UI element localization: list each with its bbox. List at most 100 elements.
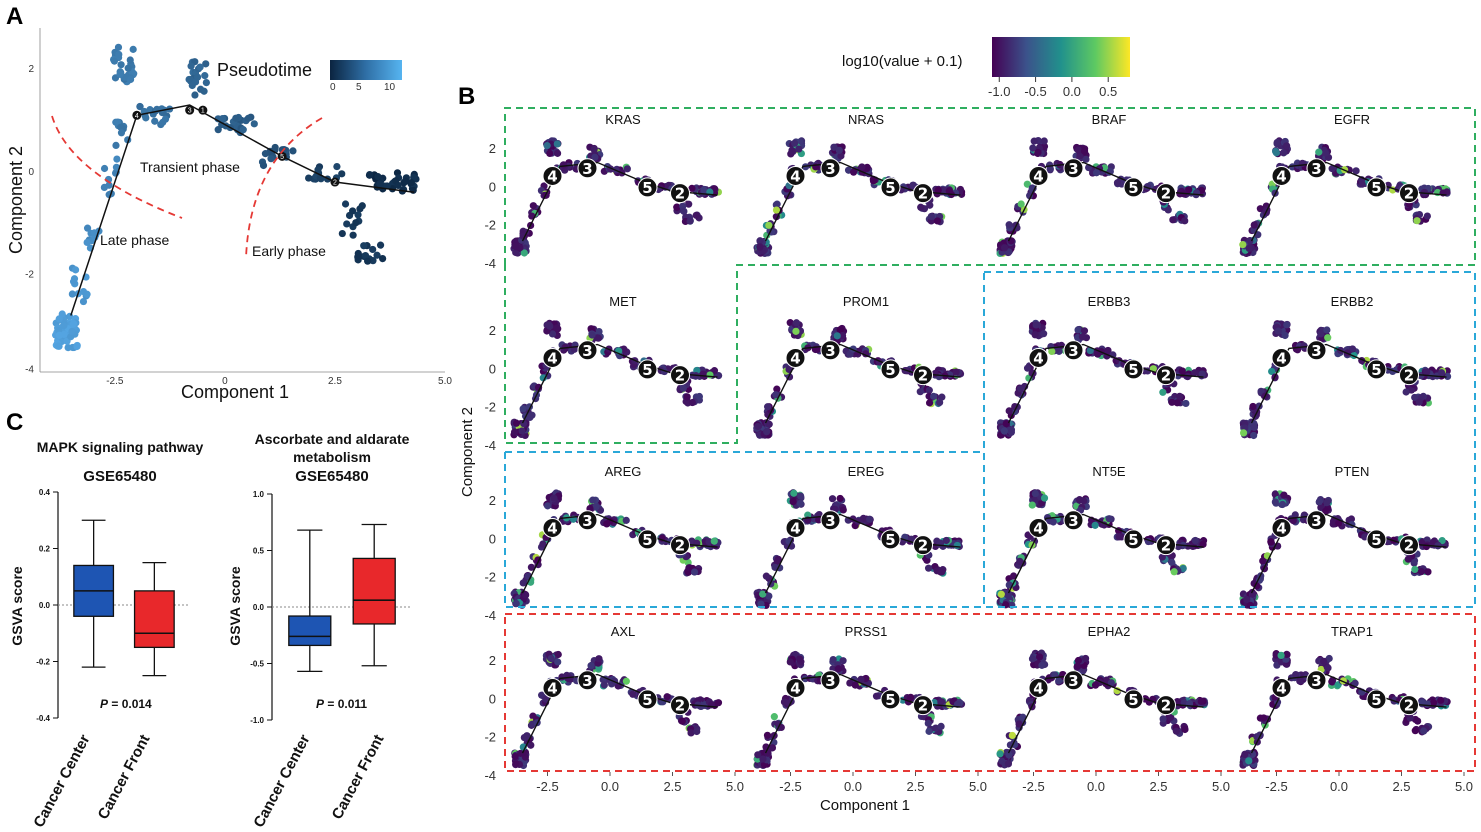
trajectory-node: [1306, 340, 1327, 361]
expression-point: [1283, 142, 1291, 150]
trajectory-point: [129, 45, 137, 53]
trajectory-node: [277, 151, 287, 161]
trajectory-point: [369, 245, 377, 254]
panel-b-xtick: -2.5: [536, 779, 558, 794]
trajectory-node: [880, 529, 901, 550]
expression-point: [1023, 180, 1031, 188]
gene-panel-nras: NRAS 4 3 5 2: [753, 112, 966, 257]
green-group-box: [504, 107, 1476, 444]
expression-point: [1034, 148, 1042, 157]
trajectory-node-label: 2: [675, 537, 685, 555]
expression-point: [937, 722, 945, 731]
expression-point: [1004, 591, 1012, 600]
mapk-pvalue: P = 0.014: [100, 697, 152, 711]
mapk-boxplot: 0.4 0.2 0.0 -0.2 -0.4: [36, 488, 190, 723]
expression-point: [849, 168, 858, 176]
gene-title: EGFR: [1334, 112, 1370, 127]
trajectory-node-label: 5: [1128, 531, 1138, 549]
panel-a-ytick: 0: [28, 167, 34, 178]
expression-point: [705, 537, 713, 546]
expression-point: [1283, 321, 1291, 329]
expression-point: [934, 186, 942, 194]
expression-point: [1035, 653, 1044, 661]
trajectory-node-label: 4: [547, 679, 557, 697]
expression-point: [1279, 149, 1288, 157]
expression-point: [1092, 169, 1101, 177]
colorbar-tick-label: 0.0: [1063, 84, 1081, 99]
trajectory-point: [113, 155, 121, 163]
trajectory-point: [117, 61, 125, 69]
trajectory-point: [112, 163, 121, 171]
trajectory-node: [637, 529, 658, 550]
trajectory-node-label: 2: [1161, 697, 1171, 715]
trajectory-node: [1063, 670, 1084, 691]
expression-point: [519, 405, 527, 413]
expression-point: [542, 695, 550, 703]
trajectory-node: [1306, 158, 1327, 179]
expression-point: [857, 675, 865, 683]
expression-colorbar-title: log10(value + 0.1): [842, 53, 963, 70]
panel-b-xtick: 0.0: [1330, 779, 1348, 794]
panel-b-xtick: 5.0: [726, 779, 744, 794]
expression-point: [1184, 372, 1192, 381]
expression-point: [788, 147, 796, 155]
expression-point: [792, 319, 801, 327]
trajectory-node-label: 5: [1371, 361, 1381, 379]
expression-point: [527, 563, 535, 571]
expression-point: [1239, 241, 1247, 249]
expression-point: [1181, 217, 1189, 225]
trajectory-node: [670, 695, 690, 716]
trajectory-node: [1063, 510, 1084, 531]
trajectory-point: [191, 91, 199, 99]
expression-point: [559, 161, 568, 169]
panel-b-ytick: 0: [489, 531, 496, 546]
panel-b-ytick: -4: [484, 438, 496, 453]
expression-point: [588, 331, 596, 339]
gene-title: PRSS1: [845, 624, 888, 639]
expression-point: [1015, 720, 1023, 728]
trajectory-point: [68, 327, 76, 336]
expression-point: [851, 681, 859, 689]
trajectory-node: [670, 365, 690, 386]
expression-point: [1159, 388, 1167, 396]
expression-point: [512, 248, 520, 257]
panel-b-ytick: 2: [489, 493, 496, 508]
trajectory-node-label: 4: [1033, 519, 1043, 537]
expression-point: [1030, 137, 1038, 145]
trajectory-node-label: 5: [1371, 691, 1381, 709]
trajectory-point: [202, 78, 210, 87]
trajectory-point: [90, 229, 99, 237]
gene-title: EREG: [848, 464, 885, 479]
panel-b-ytick: -4: [484, 768, 496, 783]
trajectory-node-label: 5: [1128, 691, 1138, 709]
trajectory-node: [1123, 177, 1144, 198]
colorbar-tick-label: -0.5: [1024, 84, 1046, 99]
trajectory-point: [361, 251, 370, 260]
expression-point: [714, 699, 723, 707]
panel-b-ytick: 0: [489, 179, 496, 194]
trajectory-node: [1063, 158, 1084, 179]
trajectory-point: [196, 63, 204, 71]
trajectory-node: [132, 110, 142, 120]
expression-point: [772, 206, 781, 214]
expression-point: [1351, 679, 1359, 687]
expression-point: [1091, 681, 1100, 689]
trajectory-node: [1156, 365, 1176, 386]
expression-point: [683, 393, 691, 401]
expression-point: [595, 655, 603, 663]
expression-point: [1273, 138, 1281, 147]
expression-point: [706, 371, 714, 379]
expression-point: [757, 600, 765, 608]
box-ytick-label: 1.0: [253, 490, 265, 499]
expression-point: [952, 368, 960, 376]
trajectory-node-label: 4: [547, 519, 557, 537]
expression-point: [790, 489, 798, 497]
expression-point: [1191, 536, 1199, 545]
trajectory-node: [820, 158, 841, 179]
trajectory-point: [314, 166, 322, 174]
expression-point: [1411, 393, 1419, 402]
expression-point: [863, 163, 871, 171]
expression-point: [1437, 696, 1445, 704]
expression-point: [1246, 237, 1254, 245]
expression-point: [1082, 155, 1090, 163]
